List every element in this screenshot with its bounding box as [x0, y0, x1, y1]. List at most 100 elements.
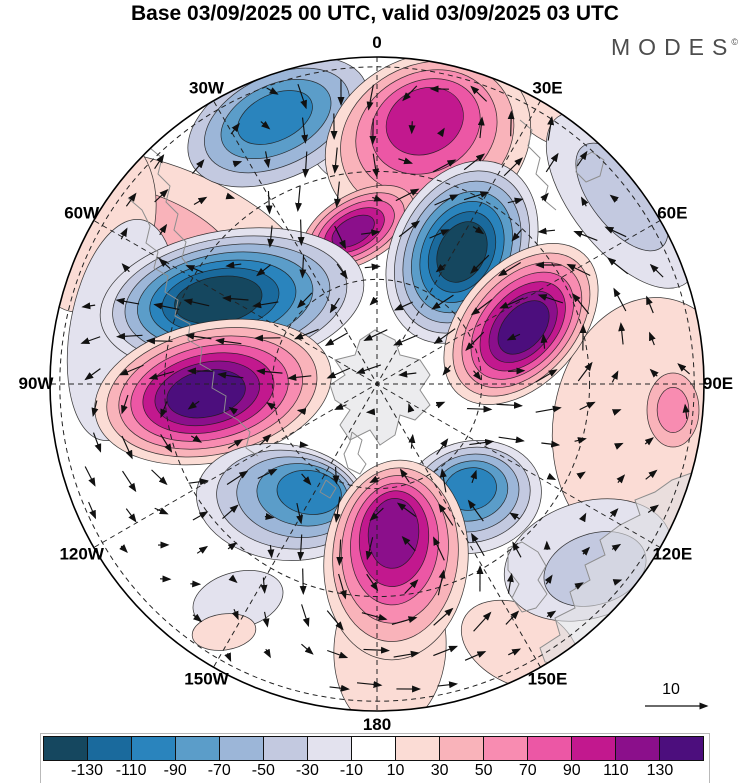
- wind-arrow: [266, 402, 277, 411]
- wind-arrow: [301, 604, 310, 628]
- wind-arrow: [154, 507, 169, 515]
- wind-arrow: [222, 504, 239, 519]
- wind-arrow: [301, 117, 309, 144]
- wind-arrow: [574, 582, 584, 590]
- wind-arrow: [88, 501, 96, 520]
- wind-arrow: [398, 157, 413, 165]
- wind-arrow: [572, 293, 590, 315]
- colorbar-cell-12: [572, 737, 616, 760]
- wind-arrow: [546, 472, 557, 481]
- reference-vector: 10: [645, 681, 709, 710]
- wind-arrow: [84, 466, 96, 487]
- lon-label-30W: 30W: [189, 79, 225, 98]
- wind-arrow: [581, 546, 591, 556]
- wind-arrow: [505, 610, 520, 625]
- wind-arrow: [508, 648, 522, 656]
- wind-arrow: [579, 401, 596, 411]
- wind-arrow: [540, 192, 549, 202]
- wind-arrow: [92, 432, 102, 453]
- wind-arrow: [257, 468, 278, 480]
- wind-arrow: [125, 192, 137, 207]
- wind-arrow: [609, 508, 619, 518]
- wind-arrow: [576, 471, 586, 480]
- wind-arrow: [226, 470, 249, 485]
- wind-arrow: [222, 295, 249, 303]
- lon-label-90E: 90E: [703, 374, 733, 393]
- wind-arrow: [609, 194, 619, 203]
- wind-arrow: [399, 468, 410, 483]
- colorbar-tick-50: 50: [474, 762, 493, 779]
- wind-arrow: [361, 229, 381, 237]
- wind-arrow: [544, 574, 553, 585]
- wind-arrow: [158, 258, 171, 269]
- wind-arrow: [431, 294, 454, 310]
- wind-arrow: [469, 438, 495, 446]
- wind-arrow: [297, 219, 305, 246]
- wind-arrow: [407, 403, 415, 413]
- wind-arrow: [645, 469, 658, 480]
- colorbar-cells: [43, 736, 704, 761]
- anomaly-neg-30w-level3: [237, 90, 313, 145]
- wind-arrow: [435, 401, 446, 409]
- wind-arrow: [296, 502, 303, 525]
- wind-arrow: [81, 302, 96, 310]
- wind-arrow: [91, 400, 99, 417]
- wind-arrow: [470, 85, 488, 102]
- wind-arrow: [160, 434, 173, 453]
- wind-arrow: [225, 261, 242, 269]
- wind-arrow: [183, 298, 210, 307]
- wind-arrow: [369, 507, 384, 521]
- wind-arrow: [265, 191, 273, 215]
- wind-arrow: [649, 368, 659, 378]
- wind-arrow: [301, 473, 312, 486]
- wind-arrow: [646, 295, 654, 314]
- colorbar-cell-3: [176, 737, 220, 760]
- wind-arrow: [336, 539, 344, 566]
- wind-arrow: [230, 122, 240, 135]
- wind-arrow: [121, 263, 131, 273]
- colorbar-tick--110: -110: [115, 762, 147, 779]
- wind-arrow: [369, 475, 380, 484]
- wind-arrow: [580, 196, 589, 207]
- reference-vector-label: 10: [662, 681, 680, 698]
- wind-arrow: [225, 192, 236, 200]
- wind-arrow: [429, 229, 450, 239]
- wind-arrow: [369, 296, 379, 306]
- wind-arrow: [473, 611, 492, 632]
- colorbar-cell-0: [44, 737, 88, 760]
- wind-arrow: [611, 543, 622, 552]
- wind-arrow: [332, 147, 340, 174]
- lon-label-150W: 150W: [184, 669, 229, 688]
- wind-arrow: [297, 83, 307, 110]
- wind-arrow: [185, 332, 212, 340]
- wind-arrow: [471, 532, 485, 557]
- wind-arrow: [467, 499, 484, 522]
- wind-arrow: [439, 468, 447, 493]
- colorbar-cell-4: [220, 737, 264, 760]
- wind-arrow: [84, 368, 101, 381]
- wind-arrow: [148, 370, 175, 380]
- wind-arrow: [578, 512, 587, 523]
- wind-arrow: [333, 496, 341, 523]
- wind-arrow: [472, 370, 482, 381]
- colorbar-tick--70: -70: [207, 762, 231, 779]
- wind-arrow: [540, 333, 548, 349]
- wind-arrow: [372, 194, 384, 202]
- anomaly-pink-bottom-left-level0: [191, 613, 257, 651]
- wind-arrow: [227, 438, 244, 449]
- lon-label-60W: 60W: [64, 204, 100, 223]
- chart-title: Base 03/09/2025 00 UTC, valid 03/09/2025…: [131, 2, 619, 25]
- wind-arrow: [122, 470, 137, 493]
- wind-arrow: [611, 370, 619, 383]
- wind-arrow: [401, 536, 416, 552]
- wind-arrow: [682, 403, 690, 420]
- colorbar: -130 -110 -90 -70 -50 -30 -10 10 30 50 70 90 110 130: [40, 733, 710, 783]
- wind-arrow: [437, 569, 446, 596]
- wind-arrow: [465, 331, 485, 352]
- wind-arrow: [260, 577, 268, 594]
- wind-arrow: [442, 365, 452, 376]
- wind-arrow: [231, 608, 239, 621]
- graticule: [50, 57, 704, 711]
- wind-arrow: [545, 152, 559, 173]
- wind-arrow: [263, 151, 271, 169]
